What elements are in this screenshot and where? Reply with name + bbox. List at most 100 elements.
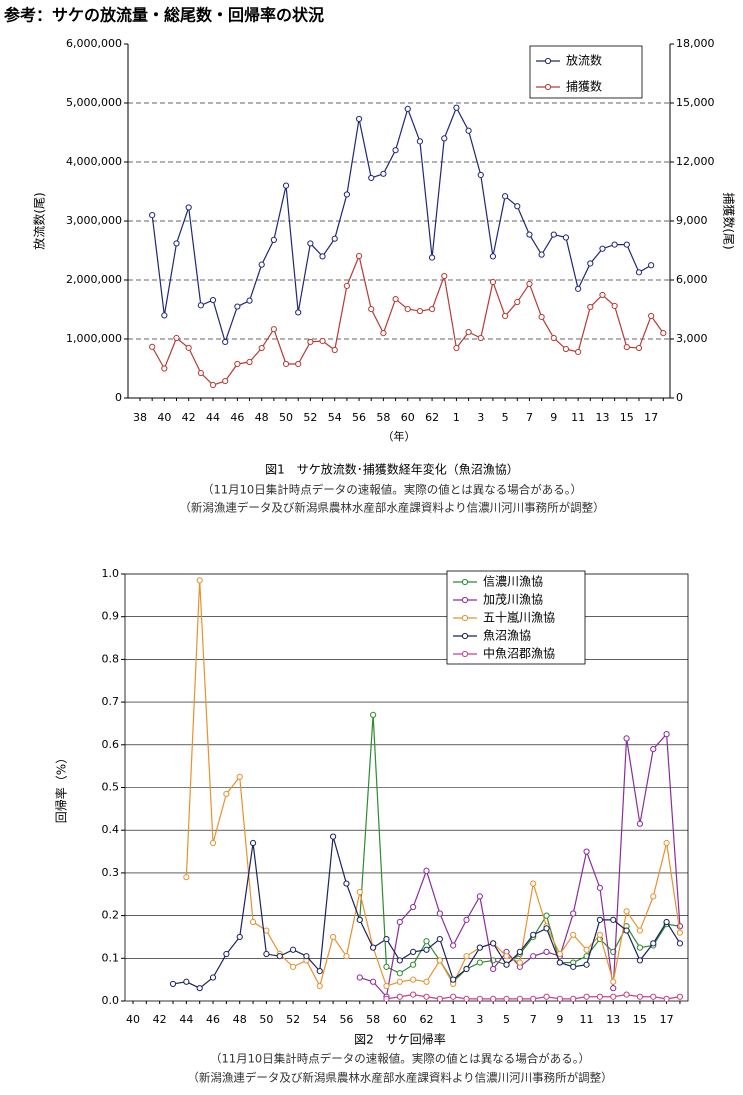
x-tick-label: 54	[313, 1013, 327, 1026]
data-point	[209, 974, 217, 981]
data-point	[319, 253, 326, 260]
data-point	[556, 995, 563, 1002]
x-tick-label: 44	[179, 1013, 193, 1026]
data-point	[648, 312, 655, 320]
data-point	[663, 731, 670, 738]
data-point	[502, 193, 509, 200]
x-tick-label: 38	[133, 411, 147, 424]
data-point	[477, 334, 484, 342]
data-point	[383, 995, 390, 1002]
data-point	[650, 993, 657, 1000]
x-tick-label: 60	[401, 411, 415, 424]
data-point	[476, 893, 483, 900]
data-point	[477, 171, 484, 179]
data-point	[453, 344, 460, 352]
data-point	[663, 839, 670, 847]
x-tick-label: 44	[206, 411, 220, 424]
data-point	[450, 976, 457, 983]
x-tick-label: 7	[530, 1013, 537, 1026]
data-point	[222, 338, 229, 346]
data-point	[416, 307, 424, 315]
legend-label: 加茂川漁協	[483, 592, 543, 607]
data-point	[530, 995, 537, 1002]
data-point	[416, 138, 424, 145]
data-point	[660, 330, 667, 337]
data-point	[428, 254, 436, 261]
data-point	[583, 848, 590, 855]
legend-marker	[461, 650, 469, 658]
data-point	[370, 711, 377, 719]
data-point	[596, 931, 604, 938]
x-tick-label: 1	[453, 411, 460, 424]
data-point	[319, 337, 326, 345]
x-tick-label: 15	[633, 1013, 647, 1026]
data-point	[331, 235, 338, 242]
data-point	[423, 993, 430, 1000]
data-point	[356, 889, 363, 896]
data-point	[222, 377, 229, 385]
data-point	[183, 978, 190, 985]
data-point	[246, 297, 253, 304]
note: （新潟漁連データ及び新潟県農林水産部水産課資料より信濃川河川事務所が調整）	[187, 1071, 612, 1085]
data-point	[503, 961, 510, 968]
data-point	[270, 326, 277, 333]
data-point	[282, 182, 290, 189]
y2-tick-label: 12,000	[676, 155, 715, 168]
data-point	[570, 910, 577, 917]
data-point	[583, 993, 590, 1000]
y-tick-label: 5,000,000	[66, 96, 122, 109]
y-tick-label: 0.3	[102, 866, 120, 879]
data-point	[610, 978, 617, 985]
data-point	[476, 944, 483, 951]
data-point	[530, 880, 537, 887]
data-point	[450, 942, 457, 949]
data-point	[209, 296, 217, 304]
data-point	[663, 995, 670, 1002]
data-point	[356, 974, 363, 981]
data-point	[270, 236, 277, 243]
data-point	[173, 240, 180, 247]
x-tick-label: 50	[259, 1013, 273, 1026]
data-point	[149, 212, 156, 219]
x-tick-label: 40	[157, 411, 171, 424]
legend-marker	[544, 57, 552, 65]
legend-marker	[461, 596, 469, 604]
data-point	[650, 745, 657, 753]
caption: 図2 サケ回帰率	[354, 1032, 446, 1047]
data-point	[173, 334, 180, 342]
y-tick-label: 1.0	[102, 567, 120, 580]
data-point	[463, 965, 470, 973]
data-point	[258, 261, 265, 268]
legend-label: 中魚沼郡漁協	[483, 646, 555, 661]
data-point	[556, 950, 563, 958]
data-point	[303, 953, 310, 960]
data-point	[610, 985, 617, 992]
data-point	[465, 127, 472, 134]
data-point	[423, 978, 430, 985]
data-point	[570, 995, 577, 1002]
x-tick-label: 56	[339, 1013, 353, 1026]
x-tick-label: 62	[419, 1013, 433, 1026]
data-point	[330, 833, 337, 840]
data-point	[636, 957, 644, 964]
legend-marker	[461, 614, 469, 622]
data-point	[526, 280, 533, 288]
data-point	[223, 790, 230, 798]
data-point	[514, 203, 521, 210]
data-point	[543, 948, 550, 955]
y-tick-label: 0.6	[102, 738, 120, 751]
data-point	[436, 995, 443, 1002]
data-point	[423, 946, 430, 953]
x-tick-label: 17	[660, 1013, 674, 1026]
data-point	[516, 959, 523, 966]
data-point	[236, 773, 243, 780]
data-point	[423, 938, 430, 945]
data-point	[316, 982, 323, 990]
data-point	[316, 968, 323, 975]
y-tick-label: 3,000,000	[66, 214, 122, 227]
data-point	[490, 940, 497, 947]
legend-marker	[461, 578, 469, 586]
data-point	[263, 950, 270, 958]
y-tick-label: 2,000,000	[66, 273, 122, 286]
data-point	[196, 577, 203, 584]
